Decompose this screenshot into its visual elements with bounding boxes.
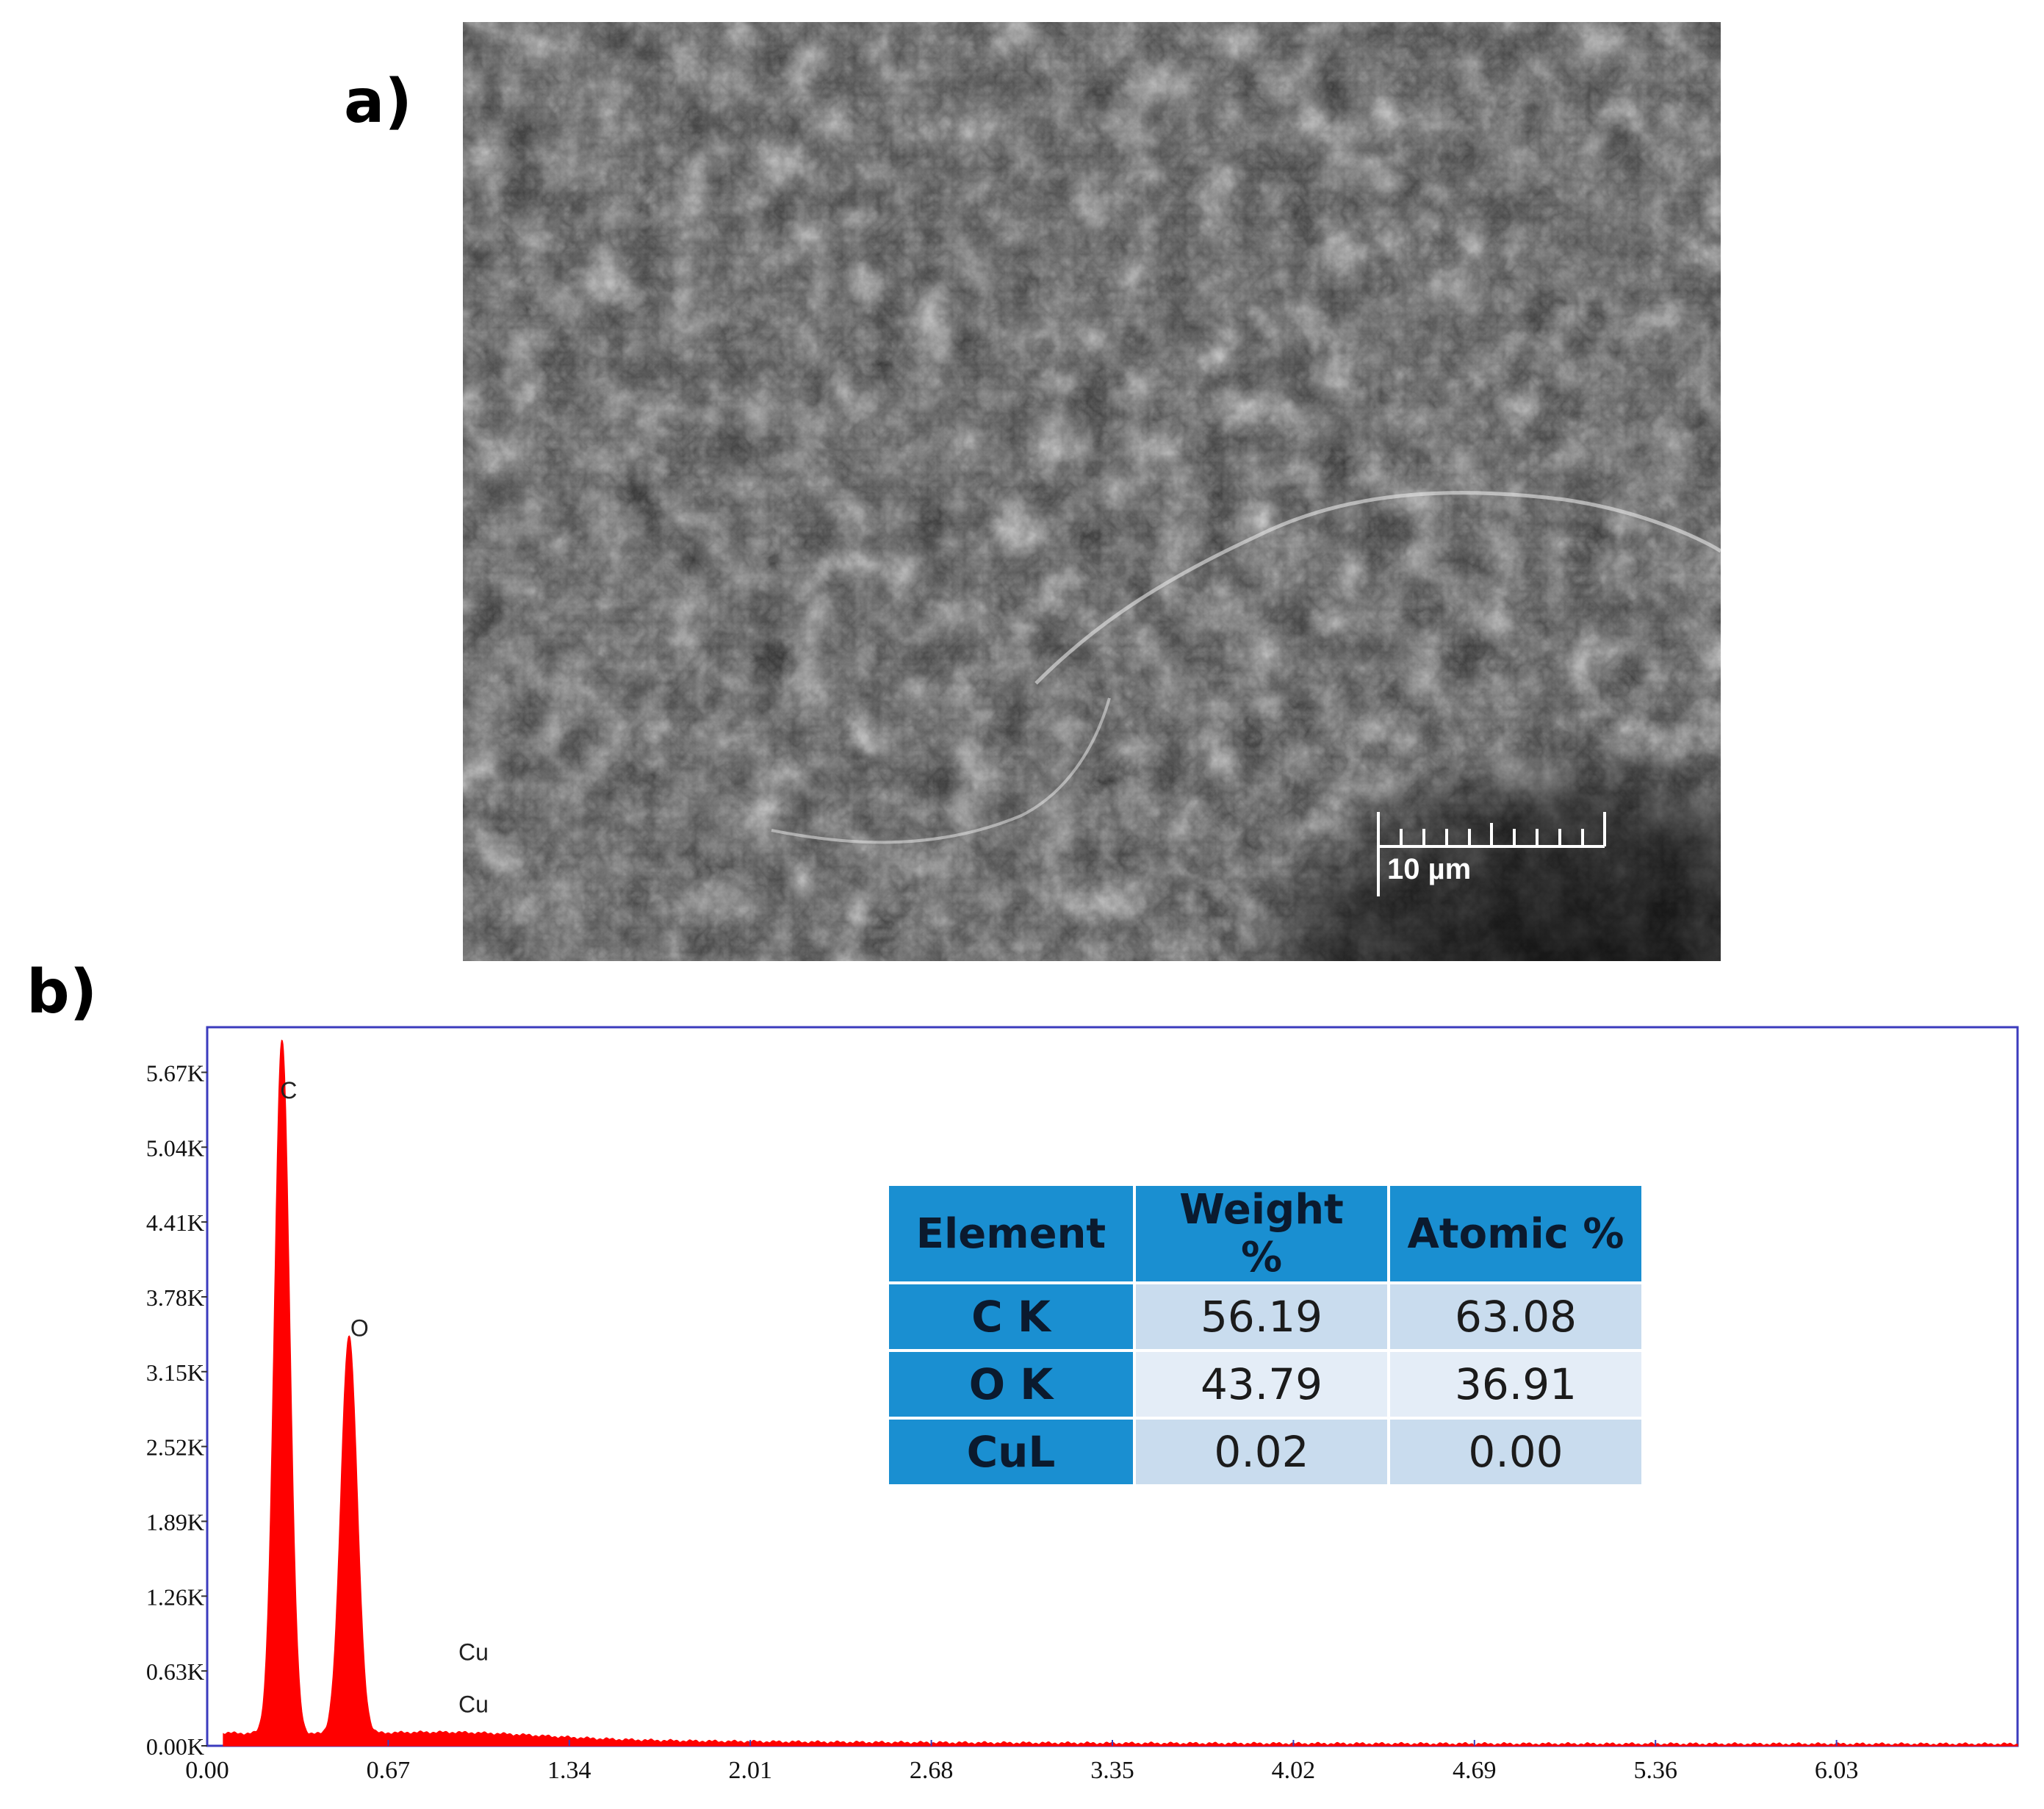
table-row: CuL 0.02 0.00 bbox=[889, 1420, 1641, 1484]
cell-weight: 43.79 bbox=[1136, 1352, 1387, 1417]
x-tick-label: 3.35 bbox=[1090, 1757, 1134, 1784]
y-tick-label: 4.41K bbox=[146, 1209, 204, 1236]
spectrum-area bbox=[223, 1039, 2018, 1747]
cell-element: CuL bbox=[889, 1420, 1133, 1484]
cell-weight: 56.19 bbox=[1136, 1284, 1387, 1349]
x-tick-label: 1.34 bbox=[547, 1757, 591, 1784]
x-tick-label: 2.68 bbox=[910, 1757, 954, 1784]
x-tick-label: 0.67 bbox=[367, 1757, 411, 1784]
cell-atomic: 63.08 bbox=[1390, 1284, 1641, 1349]
scale-bar-label: 10 µm bbox=[1387, 853, 1471, 885]
header-element: Element bbox=[889, 1186, 1133, 1281]
table-header-row: Element Weight % Atomic % bbox=[889, 1186, 1641, 1281]
cell-atomic: 0.00 bbox=[1390, 1420, 1641, 1484]
header-atomic: Atomic % bbox=[1390, 1186, 1641, 1281]
y-tick-label: 5.67K bbox=[146, 1060, 204, 1086]
sem-micrograph: 10 µm bbox=[463, 22, 1721, 961]
panel-a-label: a) bbox=[344, 67, 412, 137]
cell-weight: 0.02 bbox=[1136, 1420, 1387, 1484]
y-tick-label: 2.52K bbox=[146, 1434, 204, 1461]
x-tick-label: 4.69 bbox=[1453, 1757, 1497, 1784]
header-weight: Weight % bbox=[1136, 1186, 1387, 1281]
peak-label: C bbox=[280, 1077, 297, 1104]
peak-label: O bbox=[350, 1315, 369, 1341]
composition-table: Element Weight % Atomic % C K 56.19 63.0… bbox=[886, 1183, 1644, 1487]
panel-b-label: b) bbox=[26, 957, 98, 1027]
x-tick-label: 6.03 bbox=[1815, 1757, 1859, 1784]
x-tick-label: 5.36 bbox=[1633, 1757, 1677, 1784]
x-tick-label: 2.01 bbox=[728, 1757, 772, 1784]
x-tick-label: 4.02 bbox=[1272, 1757, 1316, 1784]
table-row: O K 43.79 36.91 bbox=[889, 1352, 1641, 1417]
cell-element: O K bbox=[889, 1352, 1133, 1417]
scale-bar bbox=[1377, 812, 1606, 896]
cell-atomic: 36.91 bbox=[1390, 1352, 1641, 1417]
x-tick-label: 0.00 bbox=[185, 1757, 229, 1784]
y-tick-label: 3.15K bbox=[146, 1359, 204, 1386]
y-tick-label: 0.00K bbox=[146, 1733, 204, 1760]
table-row: C K 56.19 63.08 bbox=[889, 1284, 1641, 1349]
peak-label: Cu bbox=[458, 1639, 489, 1666]
cell-element: C K bbox=[889, 1284, 1133, 1349]
y-tick-label: 5.04K bbox=[146, 1134, 204, 1161]
peak-label: Cu bbox=[458, 1691, 489, 1718]
y-tick-label: 3.78K bbox=[146, 1284, 204, 1311]
y-tick-label: 0.63K bbox=[146, 1658, 204, 1685]
y-tick-label: 1.26K bbox=[146, 1583, 204, 1610]
y-tick-label: 1.89K bbox=[146, 1508, 204, 1535]
